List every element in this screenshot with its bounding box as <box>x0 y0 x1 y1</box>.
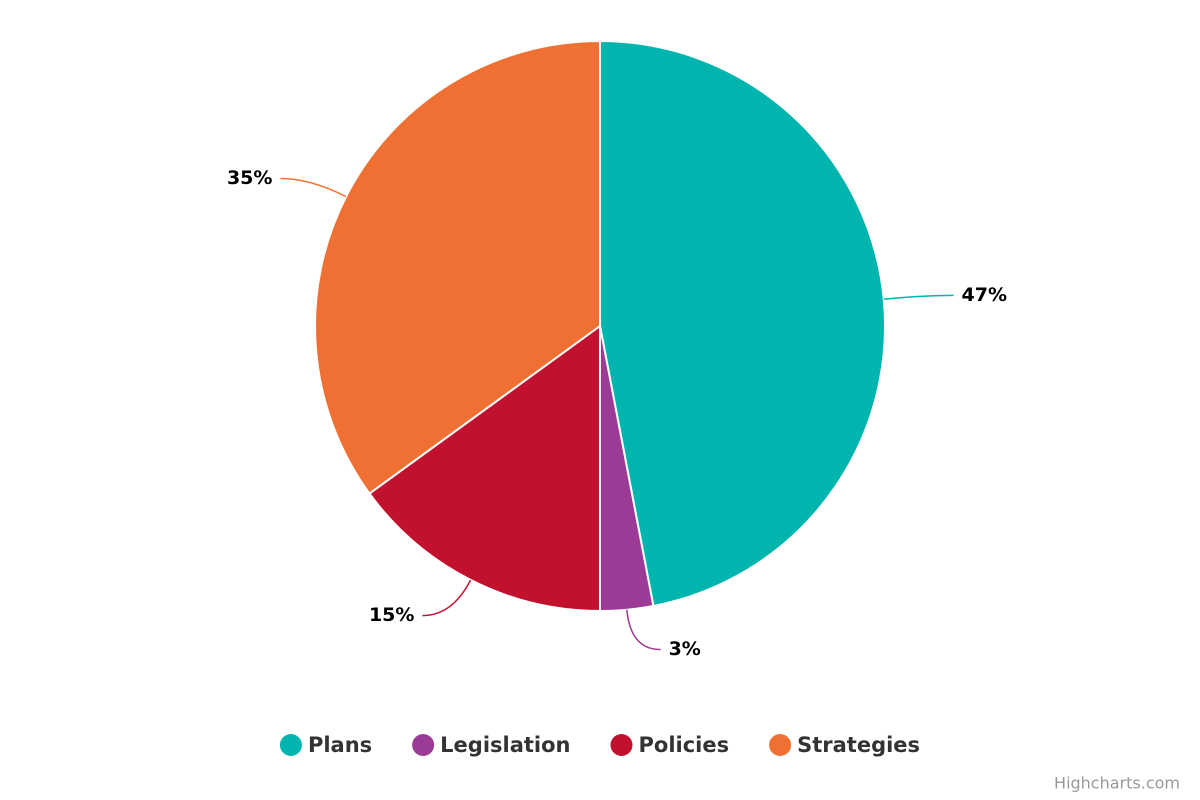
connector <box>883 294 954 300</box>
legend-label[interactable]: Policies <box>639 733 730 757</box>
pie-slice[interactable] <box>599 39 886 608</box>
legend-marker[interactable] <box>610 734 633 756</box>
legend-marker[interactable] <box>279 734 302 756</box>
connector <box>626 609 661 651</box>
legend-label[interactable]: Legislation <box>440 733 570 757</box>
connector <box>280 177 347 198</box>
legend-label[interactable]: Strategies <box>797 733 920 757</box>
data-label: 35% <box>227 167 272 189</box>
data-label: 3% <box>669 638 701 660</box>
data-label: 15% <box>369 604 414 626</box>
legend-label[interactable]: Plans <box>308 733 372 757</box>
data-label: 47% <box>962 284 1007 306</box>
pie-slice[interactable] <box>314 39 601 495</box>
legend-marker[interactable] <box>769 734 792 756</box>
credit[interactable]: Highcharts.com <box>1054 774 1180 793</box>
connector <box>422 579 472 617</box>
legend-marker[interactable] <box>412 734 435 756</box>
